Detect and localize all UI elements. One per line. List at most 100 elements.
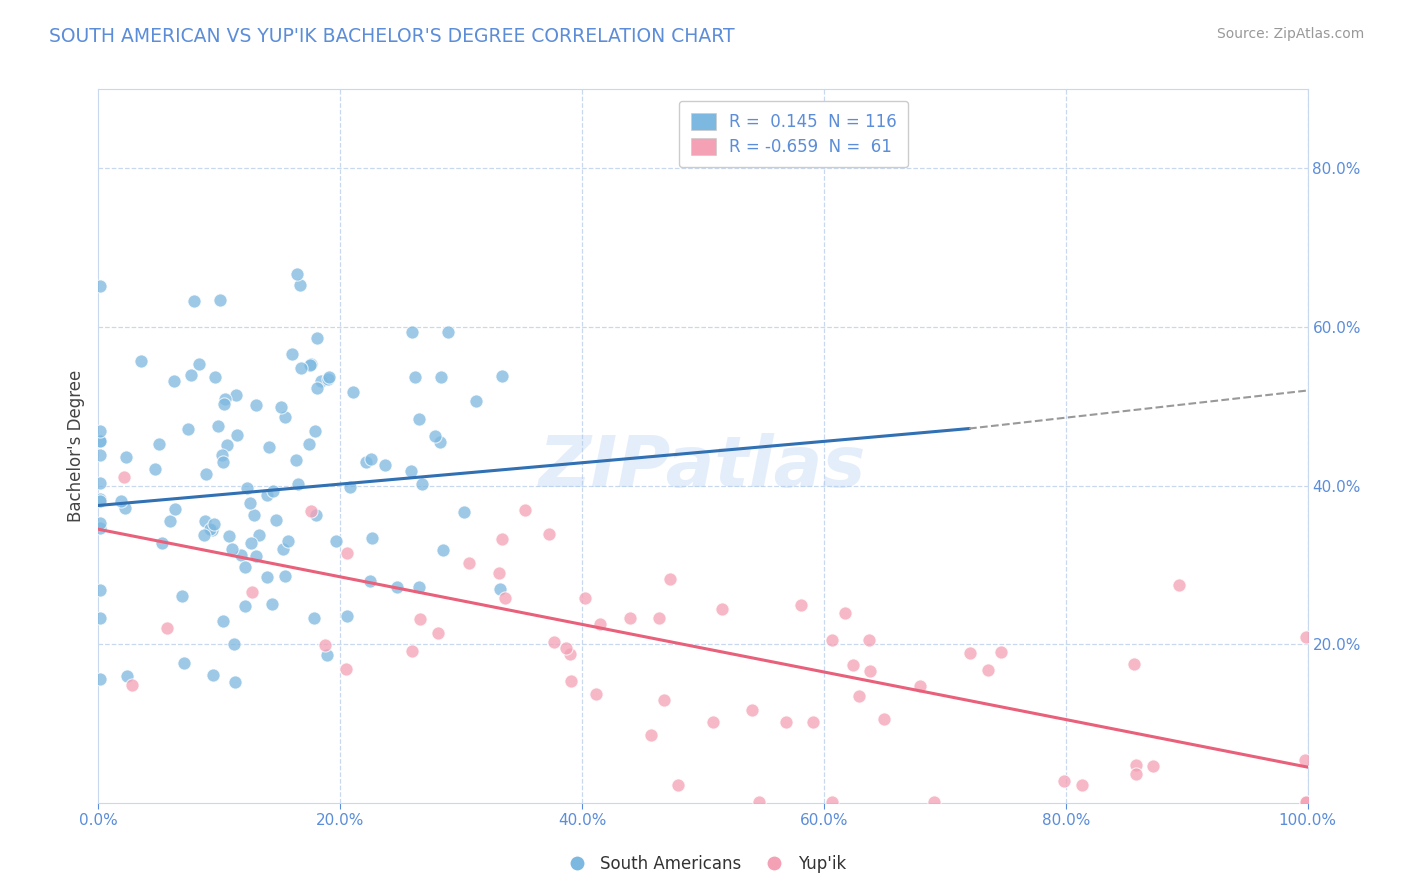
Point <box>873 712 896 726</box>
Point <box>1142 758 1164 772</box>
Point <box>89 492 111 507</box>
Point <box>280 347 302 361</box>
Point <box>224 675 246 690</box>
Point <box>640 728 662 742</box>
Point <box>908 679 931 693</box>
Point <box>648 610 671 624</box>
Point <box>748 795 770 809</box>
Point <box>218 529 240 543</box>
Point <box>271 541 294 556</box>
Point <box>214 392 236 407</box>
Point <box>429 369 451 384</box>
Point <box>270 400 292 414</box>
Point <box>1125 758 1147 772</box>
Point <box>194 514 217 528</box>
Point <box>156 621 179 635</box>
Point <box>89 611 111 625</box>
Point <box>702 714 724 729</box>
Point <box>1071 778 1094 792</box>
Point <box>339 480 361 494</box>
Point <box>335 662 357 676</box>
Point <box>710 602 733 616</box>
Point <box>225 388 247 402</box>
Point <box>356 455 378 469</box>
Point <box>977 663 1000 677</box>
Point <box>89 448 111 462</box>
Point <box>666 778 689 792</box>
Point <box>212 455 235 469</box>
Point <box>187 357 209 371</box>
Point <box>489 582 512 596</box>
Point <box>285 268 308 282</box>
Legend: R =  0.145  N = 116, R = -0.659  N =  61: R = 0.145 N = 116, R = -0.659 N = 61 <box>679 101 908 168</box>
Point <box>299 504 322 518</box>
Point <box>89 516 111 530</box>
Point <box>256 487 278 501</box>
Point <box>990 645 1012 659</box>
Point <box>307 381 329 395</box>
Point <box>264 513 287 527</box>
Point <box>314 638 336 652</box>
Point <box>150 536 173 550</box>
Point <box>619 611 641 625</box>
Point <box>207 419 229 434</box>
Point <box>515 503 537 517</box>
Point <box>495 591 517 606</box>
Point <box>247 528 270 542</box>
Point <box>243 508 266 523</box>
Point <box>202 667 225 681</box>
Point <box>89 475 111 490</box>
Point <box>307 331 329 345</box>
Point <box>290 360 312 375</box>
Point <box>315 648 337 662</box>
Point <box>131 354 153 368</box>
Point <box>224 637 246 651</box>
Point <box>112 470 135 484</box>
Point <box>457 556 479 570</box>
Point <box>821 795 844 809</box>
Point <box>408 412 430 426</box>
Point <box>233 560 256 574</box>
Point <box>114 450 136 464</box>
Point <box>922 795 945 809</box>
Point <box>245 398 267 412</box>
Point <box>491 368 513 383</box>
Point <box>231 548 253 562</box>
Point <box>274 410 297 425</box>
Point <box>89 434 111 448</box>
Point <box>212 615 235 629</box>
Y-axis label: Bachelor's Degree: Bachelor's Degree <box>66 370 84 522</box>
Point <box>200 522 222 536</box>
Point <box>425 429 447 443</box>
Point <box>262 597 284 611</box>
Point <box>801 714 824 729</box>
Point <box>163 501 186 516</box>
Point <box>401 643 423 657</box>
Point <box>1053 774 1076 789</box>
Point <box>233 599 256 614</box>
Point <box>163 374 186 388</box>
Text: SOUTH AMERICAN VS YUP'IK BACHELOR'S DEGREE CORRELATION CHART: SOUTH AMERICAN VS YUP'IK BACHELOR'S DEGR… <box>49 27 735 45</box>
Point <box>115 669 138 683</box>
Point <box>256 570 278 584</box>
Point <box>217 438 239 452</box>
Point <box>274 568 297 582</box>
Point <box>1168 578 1191 592</box>
Point <box>172 589 194 603</box>
Point <box>148 437 170 451</box>
Point <box>537 526 560 541</box>
Point <box>89 424 111 438</box>
Point <box>834 606 856 620</box>
Point <box>325 534 347 549</box>
Point <box>385 581 408 595</box>
Point <box>401 325 423 339</box>
Point <box>658 572 681 586</box>
Point <box>859 664 882 678</box>
Point <box>437 325 460 339</box>
Point <box>491 532 513 546</box>
Point <box>299 357 322 371</box>
Point <box>287 476 309 491</box>
Point <box>1295 795 1317 809</box>
Point <box>560 673 582 688</box>
Point <box>305 508 328 522</box>
